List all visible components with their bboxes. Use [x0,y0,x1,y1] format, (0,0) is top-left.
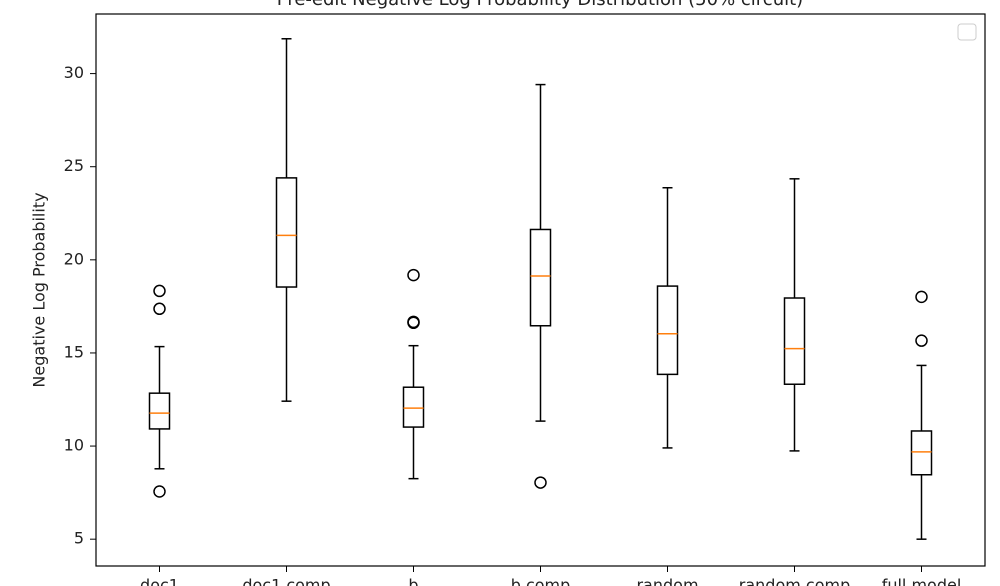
y-tick-label: 15 [64,342,84,361]
box [148,392,171,430]
y-tick-label: 25 [64,156,84,175]
y-tick-label: 10 [64,436,84,455]
flier [407,316,420,330]
flier [407,268,420,282]
y-axis-label: Negative Log Probability [30,192,49,387]
legend [957,23,977,41]
x-tick-label: random [636,576,698,586]
y-tick-label: 5 [74,529,84,548]
flier [153,284,166,298]
box [529,228,552,327]
y-tick-label: 20 [64,249,84,268]
flier [153,302,166,316]
box [783,297,806,385]
y-tick-label: 30 [64,63,84,82]
flier [534,476,547,489]
x-tick-label: full model [882,576,962,586]
chart-title: Pre-edit Negative Log Probability Distri… [277,0,803,10]
flier [153,485,166,498]
box [656,285,679,376]
x-tick-label: b comp [511,576,571,586]
box [402,386,425,428]
x-tick-label: random comp [739,576,850,586]
flier [915,334,928,347]
box [910,430,933,476]
box [275,177,298,288]
x-tick-label: doc1 comp [242,576,330,586]
flier [915,290,928,304]
x-tick-label: b [408,576,418,586]
x-tick-label: doc1 [140,576,179,586]
